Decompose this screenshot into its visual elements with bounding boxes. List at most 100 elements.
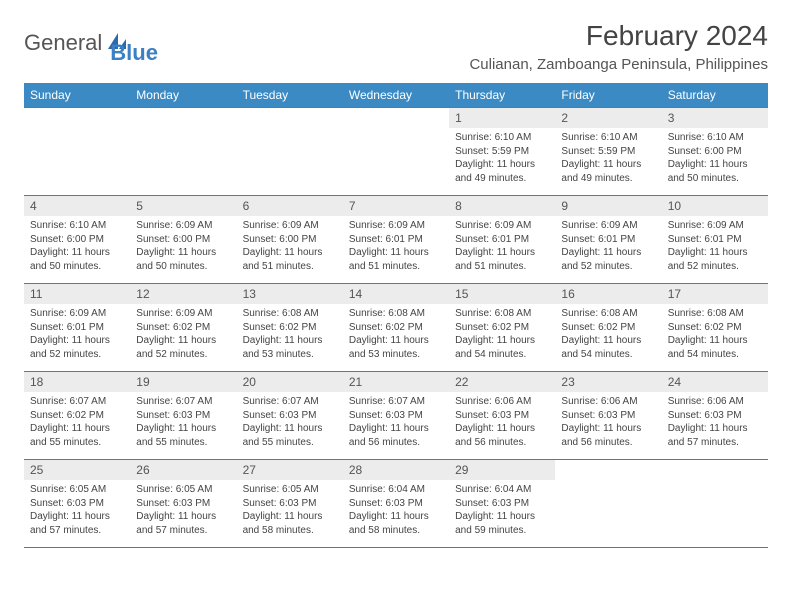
day-info: Sunrise: 6:04 AMSunset: 6:03 PMDaylight:… bbox=[343, 480, 449, 540]
calendar-week-row: 1Sunrise: 6:10 AMSunset: 5:59 PMDaylight… bbox=[24, 108, 768, 196]
empty-cell bbox=[237, 108, 343, 196]
day-info: Sunrise: 6:08 AMSunset: 6:02 PMDaylight:… bbox=[449, 304, 555, 364]
title-block: February 2024 Culianan, Zamboanga Penins… bbox=[469, 20, 768, 73]
calendar-day-cell: 13Sunrise: 6:08 AMSunset: 6:02 PMDayligh… bbox=[237, 284, 343, 372]
day-number: 26 bbox=[130, 460, 236, 480]
day-info: Sunrise: 6:10 AMSunset: 6:00 PMDaylight:… bbox=[662, 128, 768, 188]
empty-cell bbox=[555, 460, 661, 548]
calendar-day-cell: 5Sunrise: 6:09 AMSunset: 6:00 PMDaylight… bbox=[130, 196, 236, 284]
day-info: Sunrise: 6:09 AMSunset: 6:00 PMDaylight:… bbox=[130, 216, 236, 276]
day-number: 6 bbox=[237, 196, 343, 216]
day-number: 25 bbox=[24, 460, 130, 480]
calendar-day-cell: 26Sunrise: 6:05 AMSunset: 6:03 PMDayligh… bbox=[130, 460, 236, 548]
day-info: Sunrise: 6:10 AMSunset: 5:59 PMDaylight:… bbox=[555, 128, 661, 188]
calendar-day-cell: 24Sunrise: 6:06 AMSunset: 6:03 PMDayligh… bbox=[662, 372, 768, 460]
calendar-day-cell: 22Sunrise: 6:06 AMSunset: 6:03 PMDayligh… bbox=[449, 372, 555, 460]
calendar-week-row: 25Sunrise: 6:05 AMSunset: 6:03 PMDayligh… bbox=[24, 460, 768, 548]
calendar-day-cell: 11Sunrise: 6:09 AMSunset: 6:01 PMDayligh… bbox=[24, 284, 130, 372]
day-info: Sunrise: 6:05 AMSunset: 6:03 PMDaylight:… bbox=[237, 480, 343, 540]
calendar-day-cell: 1Sunrise: 6:10 AMSunset: 5:59 PMDaylight… bbox=[449, 108, 555, 196]
day-number: 9 bbox=[555, 196, 661, 216]
day-number: 11 bbox=[24, 284, 130, 304]
logo-text-2: Blue bbox=[110, 40, 158, 65]
calendar-week-row: 4Sunrise: 6:10 AMSunset: 6:00 PMDaylight… bbox=[24, 196, 768, 284]
weekday-header: Friday bbox=[555, 83, 661, 108]
day-number: 23 bbox=[555, 372, 661, 392]
calendar-day-cell: 6Sunrise: 6:09 AMSunset: 6:00 PMDaylight… bbox=[237, 196, 343, 284]
day-info: Sunrise: 6:09 AMSunset: 6:01 PMDaylight:… bbox=[662, 216, 768, 276]
day-number: 8 bbox=[449, 196, 555, 216]
day-number: 28 bbox=[343, 460, 449, 480]
day-number: 12 bbox=[130, 284, 236, 304]
weekday-header: Saturday bbox=[662, 83, 768, 108]
calendar-day-cell: 25Sunrise: 6:05 AMSunset: 6:03 PMDayligh… bbox=[24, 460, 130, 548]
day-number: 14 bbox=[343, 284, 449, 304]
calendar-day-cell: 7Sunrise: 6:09 AMSunset: 6:01 PMDaylight… bbox=[343, 196, 449, 284]
day-info: Sunrise: 6:06 AMSunset: 6:03 PMDaylight:… bbox=[449, 392, 555, 452]
day-number: 5 bbox=[130, 196, 236, 216]
day-info: Sunrise: 6:06 AMSunset: 6:03 PMDaylight:… bbox=[555, 392, 661, 452]
day-number: 13 bbox=[237, 284, 343, 304]
day-number: 2 bbox=[555, 108, 661, 128]
day-number: 3 bbox=[662, 108, 768, 128]
day-info: Sunrise: 6:05 AMSunset: 6:03 PMDaylight:… bbox=[24, 480, 130, 540]
calendar-table: Sunday Monday Tuesday Wednesday Thursday… bbox=[24, 83, 768, 548]
day-number: 10 bbox=[662, 196, 768, 216]
calendar-day-cell: 28Sunrise: 6:04 AMSunset: 6:03 PMDayligh… bbox=[343, 460, 449, 548]
empty-cell bbox=[343, 108, 449, 196]
day-number: 16 bbox=[555, 284, 661, 304]
empty-cell bbox=[130, 108, 236, 196]
day-number: 15 bbox=[449, 284, 555, 304]
calendar-day-cell: 19Sunrise: 6:07 AMSunset: 6:03 PMDayligh… bbox=[130, 372, 236, 460]
calendar-day-cell: 3Sunrise: 6:10 AMSunset: 6:00 PMDaylight… bbox=[662, 108, 768, 196]
calendar-day-cell: 15Sunrise: 6:08 AMSunset: 6:02 PMDayligh… bbox=[449, 284, 555, 372]
calendar-week-row: 18Sunrise: 6:07 AMSunset: 6:02 PMDayligh… bbox=[24, 372, 768, 460]
logo-text-1: General bbox=[24, 30, 102, 56]
calendar-day-cell: 27Sunrise: 6:05 AMSunset: 6:03 PMDayligh… bbox=[237, 460, 343, 548]
location-text: Culianan, Zamboanga Peninsula, Philippin… bbox=[469, 56, 768, 73]
calendar-day-cell: 21Sunrise: 6:07 AMSunset: 6:03 PMDayligh… bbox=[343, 372, 449, 460]
day-info: Sunrise: 6:09 AMSunset: 6:01 PMDaylight:… bbox=[555, 216, 661, 276]
page-title: February 2024 bbox=[469, 20, 768, 52]
day-number: 17 bbox=[662, 284, 768, 304]
day-number: 21 bbox=[343, 372, 449, 392]
day-number: 19 bbox=[130, 372, 236, 392]
weekday-header-row: Sunday Monday Tuesday Wednesday Thursday… bbox=[24, 83, 768, 108]
weekday-header: Thursday bbox=[449, 83, 555, 108]
calendar-day-cell: 14Sunrise: 6:08 AMSunset: 6:02 PMDayligh… bbox=[343, 284, 449, 372]
day-info: Sunrise: 6:09 AMSunset: 6:01 PMDaylight:… bbox=[343, 216, 449, 276]
day-info: Sunrise: 6:08 AMSunset: 6:02 PMDaylight:… bbox=[237, 304, 343, 364]
day-info: Sunrise: 6:07 AMSunset: 6:03 PMDaylight:… bbox=[130, 392, 236, 452]
calendar-day-cell: 20Sunrise: 6:07 AMSunset: 6:03 PMDayligh… bbox=[237, 372, 343, 460]
day-info: Sunrise: 6:07 AMSunset: 6:03 PMDaylight:… bbox=[237, 392, 343, 452]
day-info: Sunrise: 6:08 AMSunset: 6:02 PMDaylight:… bbox=[343, 304, 449, 364]
calendar-day-cell: 10Sunrise: 6:09 AMSunset: 6:01 PMDayligh… bbox=[662, 196, 768, 284]
day-number: 20 bbox=[237, 372, 343, 392]
day-info: Sunrise: 6:07 AMSunset: 6:02 PMDaylight:… bbox=[24, 392, 130, 452]
day-info: Sunrise: 6:09 AMSunset: 6:02 PMDaylight:… bbox=[130, 304, 236, 364]
calendar-day-cell: 8Sunrise: 6:09 AMSunset: 6:01 PMDaylight… bbox=[449, 196, 555, 284]
day-info: Sunrise: 6:06 AMSunset: 6:03 PMDaylight:… bbox=[662, 392, 768, 452]
calendar-day-cell: 18Sunrise: 6:07 AMSunset: 6:02 PMDayligh… bbox=[24, 372, 130, 460]
day-number: 22 bbox=[449, 372, 555, 392]
day-info: Sunrise: 6:04 AMSunset: 6:03 PMDaylight:… bbox=[449, 480, 555, 540]
calendar-day-cell: 9Sunrise: 6:09 AMSunset: 6:01 PMDaylight… bbox=[555, 196, 661, 284]
calendar-day-cell: 17Sunrise: 6:08 AMSunset: 6:02 PMDayligh… bbox=[662, 284, 768, 372]
calendar-day-cell: 2Sunrise: 6:10 AMSunset: 5:59 PMDaylight… bbox=[555, 108, 661, 196]
day-info: Sunrise: 6:09 AMSunset: 6:00 PMDaylight:… bbox=[237, 216, 343, 276]
empty-cell bbox=[24, 108, 130, 196]
header: General Blue February 2024 Culianan, Zam… bbox=[24, 20, 768, 73]
day-info: Sunrise: 6:09 AMSunset: 6:01 PMDaylight:… bbox=[24, 304, 130, 364]
day-number: 7 bbox=[343, 196, 449, 216]
day-info: Sunrise: 6:08 AMSunset: 6:02 PMDaylight:… bbox=[555, 304, 661, 364]
calendar-week-row: 11Sunrise: 6:09 AMSunset: 6:01 PMDayligh… bbox=[24, 284, 768, 372]
calendar-day-cell: 29Sunrise: 6:04 AMSunset: 6:03 PMDayligh… bbox=[449, 460, 555, 548]
calendar-day-cell: 16Sunrise: 6:08 AMSunset: 6:02 PMDayligh… bbox=[555, 284, 661, 372]
day-number: 1 bbox=[449, 108, 555, 128]
day-number: 27 bbox=[237, 460, 343, 480]
calendar-day-cell: 12Sunrise: 6:09 AMSunset: 6:02 PMDayligh… bbox=[130, 284, 236, 372]
day-info: Sunrise: 6:05 AMSunset: 6:03 PMDaylight:… bbox=[130, 480, 236, 540]
weekday-header: Sunday bbox=[24, 83, 130, 108]
logo: General Blue bbox=[24, 20, 158, 66]
day-info: Sunrise: 6:08 AMSunset: 6:02 PMDaylight:… bbox=[662, 304, 768, 364]
